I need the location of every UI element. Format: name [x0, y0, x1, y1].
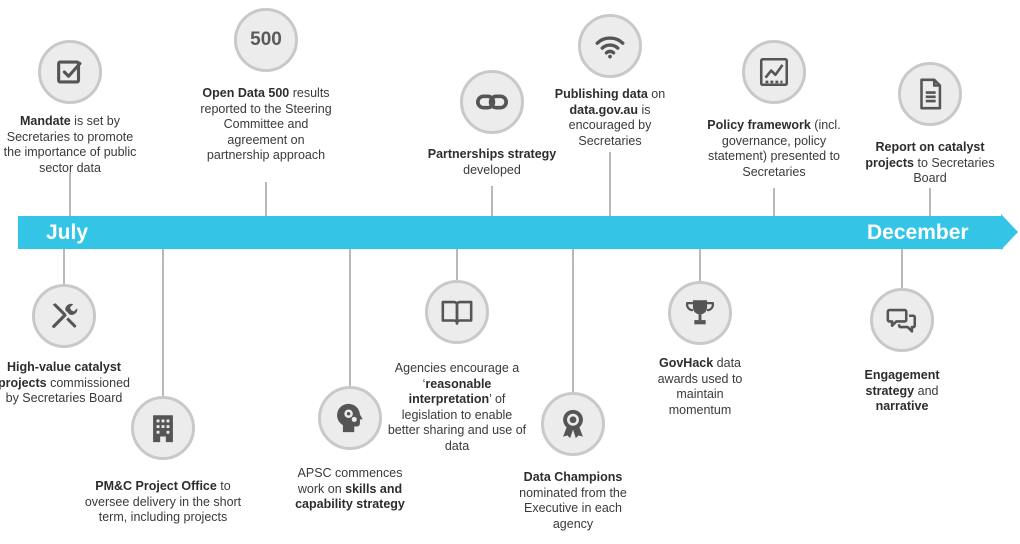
label-text: developed	[463, 162, 521, 177]
event-above-stem	[929, 188, 931, 216]
start-label: July	[46, 221, 89, 244]
end-label: December	[867, 221, 969, 244]
chart-icon	[742, 40, 806, 104]
event-below-stem	[162, 249, 164, 396]
event-above-stem	[773, 188, 775, 216]
trophy-icon	[668, 281, 732, 345]
label-emphasis: Engagement strategy	[864, 368, 940, 398]
number-badge-icon: 500	[234, 8, 298, 72]
label-emphasis: Report on catalyst projects	[865, 140, 985, 170]
event-above-label: Open Data 500 results reported to the St…	[196, 86, 336, 164]
event-below-label: APSC commences work on skills and capabi…	[285, 466, 415, 513]
label-emphasis: Partnerships strategy	[427, 147, 557, 161]
event-below-stem	[699, 249, 701, 281]
label-text: nominated from the Executive in each age…	[519, 485, 627, 531]
label-emphasis: Open Data 500	[202, 86, 290, 100]
event-above-label: Publishing data on data.gov.au is encour…	[545, 87, 675, 149]
event-above-label: Mandate is set by Secretaries to promote…	[0, 114, 140, 176]
timeline-arrowhead	[1001, 214, 1018, 250]
event-above-label: Report on catalyst projects to Secretari…	[865, 140, 995, 187]
building-icon	[131, 396, 195, 460]
label-text: ’ of legislation to enable better sharin…	[387, 392, 527, 453]
wifi-icon	[578, 14, 642, 78]
event-above-label: Policy framework (incl. governance, poli…	[699, 118, 849, 180]
label-text: and	[914, 383, 939, 398]
event-below-label: Data Champions nominated from the Execut…	[513, 470, 633, 532]
book-icon	[425, 280, 489, 344]
label-emphasis: High-value catalyst projects	[0, 360, 121, 390]
speech-bubbles-icon	[870, 288, 934, 352]
label-emphasis: narrative	[875, 399, 929, 413]
label-emphasis: PM&C Project Office	[95, 479, 217, 493]
event-below-label: GovHack data awards used to maintain mom…	[645, 356, 755, 418]
label-text: on	[647, 87, 666, 101]
tools-icon	[32, 284, 96, 348]
label-text: (incl. governance, policy statement) pre…	[707, 118, 841, 179]
label-text: to oversee delivery in the short term, i…	[84, 479, 242, 524]
badge-text: 500	[250, 29, 282, 50]
event-below-label: PM&C Project Office to oversee delivery …	[83, 479, 243, 526]
checkbox-icon	[38, 40, 102, 104]
event-above-stem	[491, 186, 493, 216]
event-above-stem	[69, 172, 71, 216]
chain-link-icon	[460, 70, 524, 134]
event-below-stem	[63, 249, 65, 284]
label-emphasis: GovHack	[658, 356, 714, 370]
label-emphasis: Mandate	[19, 114, 71, 128]
event-below-label: High-value catalyst projects commissione…	[0, 360, 134, 407]
label-text: data awards used to maintain momentum	[657, 356, 743, 417]
event-below-stem	[572, 249, 574, 392]
event-below-stem	[901, 249, 903, 288]
event-below-label: Engagement strategy and narrative	[847, 368, 957, 415]
event-above-label: Partnerships strategy developed	[427, 147, 557, 178]
label-emphasis: skills and capability strategy	[295, 481, 405, 512]
label-text: Agencies encourage a ‘	[394, 361, 520, 391]
document-icon	[898, 62, 962, 126]
event-below-stem	[456, 249, 458, 280]
label-text: is encouraged by Secretaries	[568, 102, 652, 148]
event-below-label: Agencies encourage a ‘reasonable interpr…	[387, 361, 527, 454]
label-text: commissioned by Secretaries Board	[5, 375, 130, 406]
label-text: results reported to the Steering Committ…	[200, 86, 332, 162]
label-emphasis: reasonable interpretation	[408, 376, 492, 407]
label-emphasis: data.gov.au	[569, 102, 639, 117]
event-above-stem	[609, 152, 611, 216]
label-emphasis: Publishing data	[554, 87, 648, 101]
timeline-band	[18, 216, 1003, 249]
label-emphasis: Data Champions	[523, 470, 623, 484]
label-text: is set by Secretaries to promote the imp…	[3, 114, 137, 175]
event-below-stem	[349, 249, 351, 386]
head-gears-icon	[318, 386, 382, 450]
label-text: APSC commences work on	[297, 466, 403, 496]
label-text: to Secretaries Board	[913, 155, 995, 186]
event-above-stem	[265, 182, 267, 216]
label-emphasis: Policy framework	[707, 118, 811, 132]
medal-icon	[541, 392, 605, 456]
